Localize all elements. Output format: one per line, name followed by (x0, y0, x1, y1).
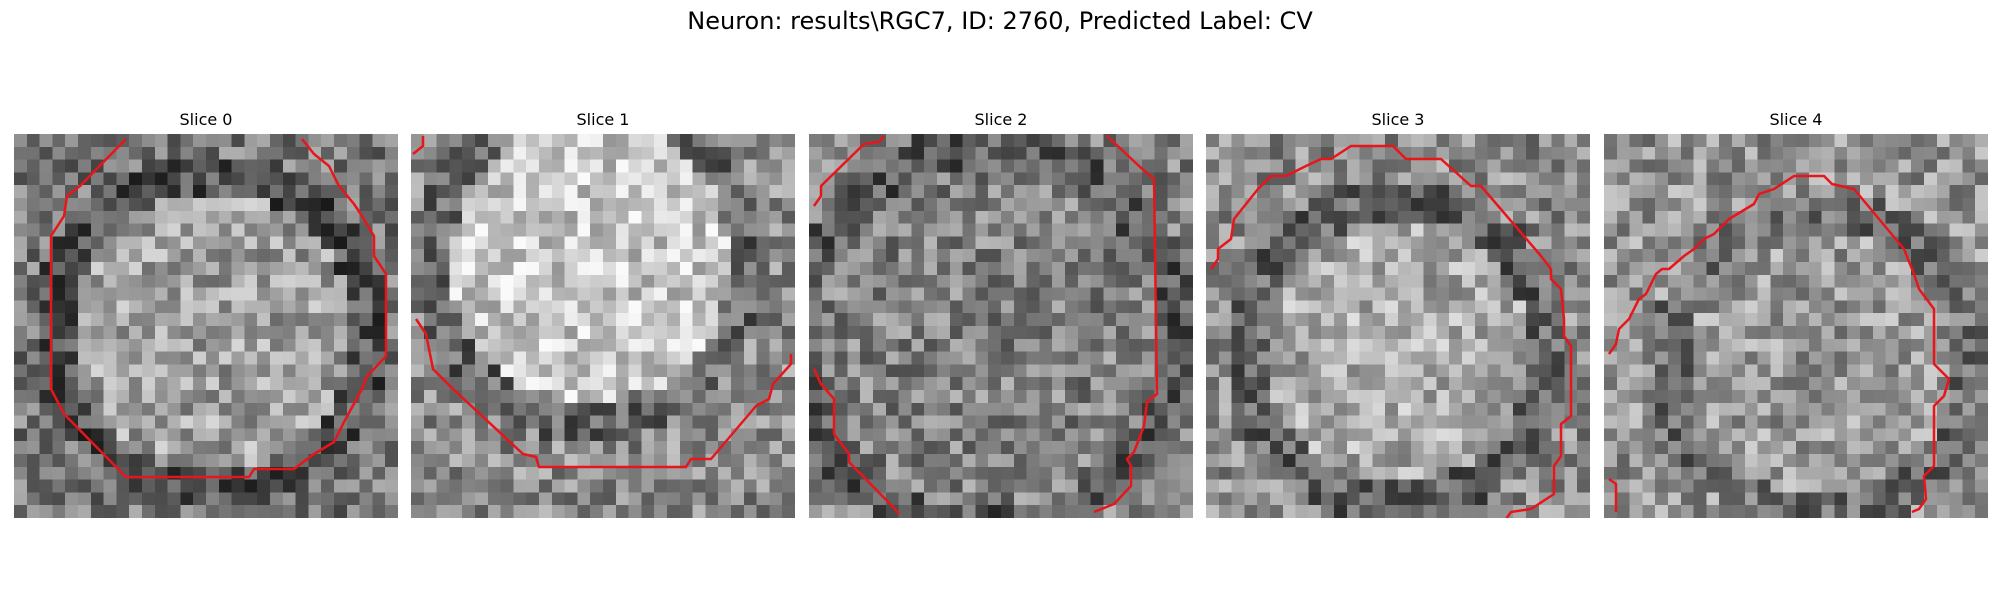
slice-panel-0: Slice 0 (14, 108, 398, 518)
cell-outline (1093, 135, 1159, 514)
slice-image (411, 134, 795, 518)
cell-outline (1608, 477, 1618, 512)
cell-outline (812, 135, 885, 207)
figure-title: Neuron: results\RGC7, ID: 2760, Predicte… (687, 7, 1313, 35)
slice-title: Slice 3 (1371, 110, 1425, 129)
slice-panel-1: Slice 1 (411, 108, 795, 518)
slice-title: Slice 4 (1769, 110, 1823, 129)
slice-title: Slice 0 (179, 110, 233, 129)
cell-outline (412, 136, 425, 155)
slice-title: Slice 2 (974, 110, 1028, 129)
slice-image (1604, 134, 1988, 518)
cell-outline (812, 368, 900, 515)
cell-outline (49, 138, 388, 479)
slice-image (14, 134, 398, 518)
cell-outline (1209, 144, 1573, 518)
slice-panel-3: Slice 3 (1206, 108, 1590, 518)
slice-image (1206, 134, 1590, 518)
slice-panel-2: Slice 2 (809, 108, 1193, 518)
cell-outline (1607, 174, 1951, 514)
slice-image (809, 134, 1193, 518)
slice-title: Slice 1 (576, 110, 630, 129)
cell-outline (414, 318, 793, 469)
slice-panel-4: Slice 4 (1604, 108, 1988, 518)
